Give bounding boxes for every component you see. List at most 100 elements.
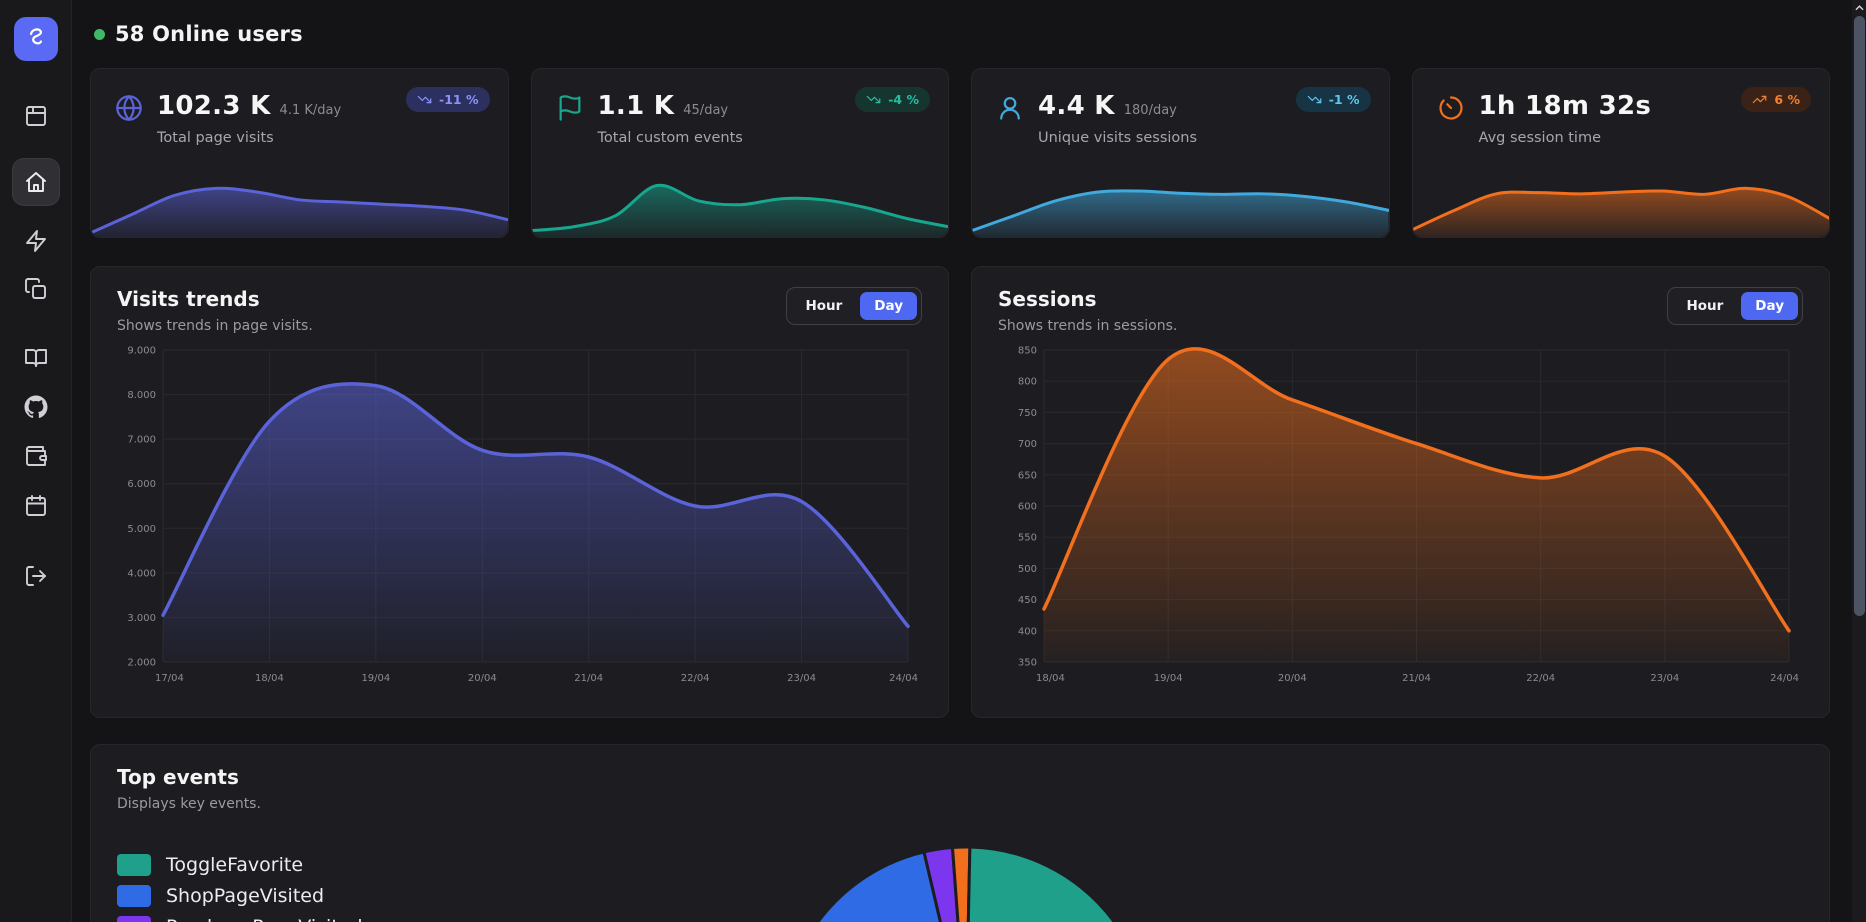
user-icon — [996, 94, 1024, 146]
legend-swatch — [117, 854, 151, 876]
top-events-title: Top events — [117, 765, 239, 789]
sidebar-item-logout[interactable] — [16, 556, 56, 596]
svg-text:18/04: 18/04 — [1036, 673, 1065, 684]
stat-rate: 4.1 K/day — [279, 103, 342, 118]
flag-icon — [556, 94, 584, 146]
visits-granularity-toggle: Hour Day — [786, 287, 922, 325]
svg-text:2.000: 2.000 — [127, 658, 156, 669]
sidebar-item-book-open[interactable] — [16, 338, 56, 378]
stat-card: 1.1 K 45/day Total custom events -4 % — [530, 68, 949, 238]
svg-text:17/04: 17/04 — [155, 673, 184, 684]
pie-slice-ToggleFavorite[interactable] — [874, 845, 1150, 922]
app-logo[interactable] — [14, 17, 58, 61]
sidebar — [0, 0, 72, 922]
github-icon — [24, 395, 48, 419]
svg-text:600: 600 — [1018, 502, 1037, 513]
svg-text:6.000: 6.000 — [127, 479, 156, 490]
svg-text:21/04: 21/04 — [1402, 673, 1431, 684]
svg-text:3.000: 3.000 — [127, 613, 156, 624]
legend-item-ShopPageVisited[interactable]: ShopPageVisited — [117, 885, 437, 907]
timer-icon — [1437, 94, 1465, 146]
svg-text:24/04: 24/04 — [1770, 673, 1799, 684]
svg-text:650: 650 — [1018, 470, 1037, 481]
stat-rate: 45/day — [683, 103, 729, 118]
svg-text:400: 400 — [1018, 626, 1037, 637]
sessions-title: Sessions — [998, 287, 1097, 311]
svg-text:22/04: 22/04 — [681, 673, 710, 684]
svg-text:20/04: 20/04 — [1278, 673, 1307, 684]
sidebar-item-calendar[interactable] — [16, 486, 56, 526]
sidebar-item-github[interactable] — [16, 387, 56, 427]
top-events-pie-wrap — [780, 845, 1152, 922]
sidebar-item-panels[interactable] — [16, 96, 56, 136]
pie-slice-ShopPageVisited[interactable] — [782, 850, 966, 922]
svg-text:850: 850 — [1018, 346, 1037, 357]
sidebar-item-home[interactable] — [12, 158, 60, 206]
page-title: 58 Online users — [115, 22, 303, 46]
top-events-card: Top events Displays key events. ToggleFa… — [90, 744, 1830, 922]
funnel-logo-icon — [24, 25, 48, 53]
sessions-subtitle: Shows trends in sessions. — [998, 318, 1178, 334]
sidebar-item-copy[interactable] — [16, 269, 56, 309]
stat-value: 1.1 K — [597, 91, 675, 121]
trend-badge: -4 % — [855, 87, 930, 112]
svg-text:18/04: 18/04 — [255, 673, 284, 684]
trend-badge: 6 % — [1741, 87, 1811, 112]
visits-trends-card: Visits trends Shows trends in page visit… — [90, 266, 949, 718]
legend-item-PurchasePageVisited[interactable]: PurchasePageVisited — [117, 916, 437, 922]
svg-text:22/04: 22/04 — [1526, 673, 1555, 684]
svg-text:24/04: 24/04 — [889, 673, 918, 684]
trend-down-icon — [866, 92, 881, 107]
zap-icon — [24, 229, 48, 253]
online-users-header: 58 Online users — [94, 22, 1830, 46]
stat-value: 4.4 K — [1038, 91, 1115, 121]
stat-card: 1h 18m 32s Avg session time 6 % — [1411, 68, 1830, 238]
trend-badge: -1 % — [1295, 87, 1371, 112]
svg-text:8.000: 8.000 — [127, 390, 156, 401]
stat-card: 102.3 K 4.1 K/day Total page visits -11 % — [90, 68, 509, 238]
spark-custom-events — [531, 183, 948, 237]
badge-value: 6 % — [1774, 92, 1800, 107]
svg-text:7.000: 7.000 — [127, 435, 156, 446]
toggle-day-button[interactable]: Day — [1741, 292, 1798, 320]
stat-rate: 180/day — [1123, 103, 1177, 118]
svg-text:23/04: 23/04 — [787, 673, 816, 684]
visits-trends-title: Visits trends — [117, 287, 260, 311]
spark-page-visits — [91, 186, 508, 237]
svg-text:21/04: 21/04 — [574, 673, 603, 684]
stat-sparkline — [531, 175, 948, 237]
trend-badge: -11 % — [406, 87, 490, 112]
badge-value: -1 % — [1328, 92, 1360, 107]
visits-trends-chart: 2.000 3.000 4.000 5.000 6.000 7.000 8.000 9.000… — [127, 346, 918, 685]
scrollbar-thumb[interactable] — [1853, 16, 1865, 616]
svg-text:350: 350 — [1018, 658, 1037, 669]
stat-value: 102.3 K — [157, 91, 271, 121]
sidebar-item-wallet[interactable] — [16, 436, 56, 476]
visits-trends-subtitle: Shows trends in page visits. — [117, 318, 313, 334]
stat-label: Total custom events — [597, 130, 743, 146]
svg-text:750: 750 — [1018, 408, 1037, 419]
scroll-up-button[interactable] — [1852, 0, 1866, 16]
stat-card: 4.4 K 180/day Unique visits sessions -1 % — [971, 68, 1390, 238]
sidebar-item-zap[interactable] — [16, 221, 56, 261]
spark-session-time — [1412, 186, 1829, 237]
svg-text:20/04: 20/04 — [468, 673, 497, 684]
svg-text:450: 450 — [1018, 595, 1037, 606]
trend-down-icon — [417, 92, 432, 107]
stat-label: Total page visits — [157, 130, 274, 146]
stat-value: 1h 18m 32s — [1478, 91, 1652, 121]
svg-text:500: 500 — [1018, 564, 1037, 575]
svg-text:23/04: 23/04 — [1650, 673, 1679, 684]
legend-item-ToggleFavorite[interactable]: ToggleFavorite — [117, 854, 437, 876]
svg-text:19/04: 19/04 — [1154, 673, 1183, 684]
scrollbar[interactable] — [1852, 0, 1866, 922]
sessions-card: Sessions Shows trends in sessions. Hour … — [971, 266, 1830, 718]
book-open-icon — [24, 346, 48, 370]
svg-text:800: 800 — [1018, 377, 1037, 388]
toggle-hour-button[interactable]: Hour — [791, 292, 856, 320]
stat-sparkline — [91, 175, 508, 237]
toggle-day-button[interactable]: Day — [860, 292, 917, 320]
stat-label: Avg session time — [1478, 130, 1602, 146]
toggle-hour-button[interactable]: Hour — [1672, 292, 1737, 320]
svg-text:550: 550 — [1018, 533, 1037, 544]
